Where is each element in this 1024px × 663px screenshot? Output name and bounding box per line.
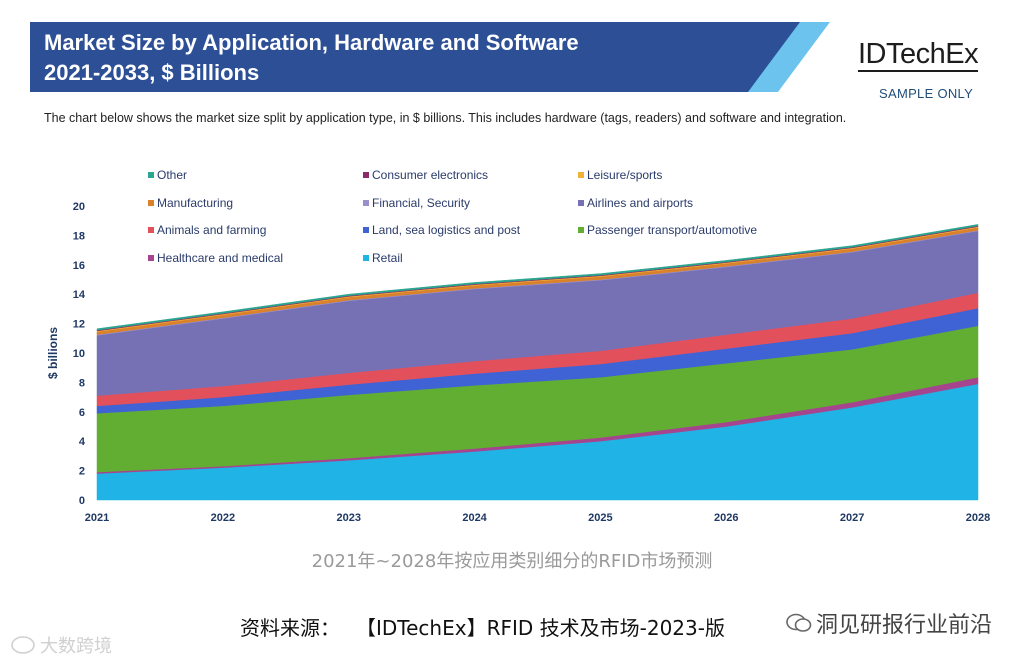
y-tick-label: 14 <box>73 289 86 301</box>
x-tick-label: 2027 <box>840 512 864 524</box>
legend-swatch <box>363 227 369 233</box>
legend-label: Financial, Security <box>372 196 470 210</box>
y-tick-label: 0 <box>79 495 85 507</box>
legend-label: Airlines and airports <box>587 196 693 210</box>
x-tick-label: 2021 <box>85 512 109 524</box>
banner-shape <box>30 22 830 92</box>
x-tick-label: 2028 <box>966 512 990 524</box>
source-label: 资料来源： <box>240 616 340 640</box>
sample-only-label: SAMPLE ONLY <box>879 86 974 101</box>
wechat-icon <box>786 612 812 634</box>
chart-title: Market Size by Application, Hardware and… <box>44 28 579 88</box>
y-tick-label: 8 <box>79 377 85 389</box>
y-tick-label: 18 <box>73 230 85 242</box>
legend-swatch <box>363 200 369 206</box>
legend-swatch <box>148 227 154 233</box>
y-tick-label: 20 <box>73 201 85 213</box>
legend-swatch <box>363 255 369 261</box>
y-tick-label: 4 <box>79 436 86 448</box>
stacked-area-chart: 0 2 4 6 8 10 12 14 16 18 20 2021 2022 2023 2024 2025 202… <box>46 168 990 524</box>
watermark-right: 洞见研报行业前沿 <box>786 607 992 639</box>
x-tick-label: 2022 <box>211 512 235 524</box>
legend-label: Consumer electronics <box>372 168 488 182</box>
y-tick-label: 10 <box>73 348 85 360</box>
chart-title-line1: Market Size by Application, Hardware and… <box>44 30 579 55</box>
watermark-left: 大数跨境 <box>10 632 112 658</box>
y-tick-label: 12 <box>73 319 85 331</box>
legend-label: Healthcare and medical <box>157 251 283 265</box>
x-tick-label: 2026 <box>714 512 738 524</box>
legend-swatch <box>578 172 584 178</box>
y-tick-label: 2 <box>79 466 85 478</box>
idtechex-logo: IDTechEx <box>858 38 979 72</box>
chart-title-line2: 2021-2033, $ Billions <box>44 60 260 85</box>
watermark-logo-icon <box>10 634 36 656</box>
legend-label: Other <box>157 168 187 182</box>
watermark-left-text: 大数跨境 <box>40 636 112 657</box>
legend-label: Animals and farming <box>157 223 266 237</box>
banner-background <box>30 22 800 92</box>
series-area-other <box>96 224 979 331</box>
legend-swatch <box>578 200 584 206</box>
y-axis-label: $ billions <box>46 327 60 379</box>
x-tick-label: 2024 <box>462 512 487 524</box>
legend-swatch <box>363 172 369 178</box>
y-tick-label: 16 <box>73 260 85 272</box>
figure-caption: 2021年~2028年按应用类别细分的RFID市场预测 <box>311 551 713 572</box>
x-tick-label: 2023 <box>336 512 360 524</box>
legend-label: Land, sea logistics and post <box>372 223 521 237</box>
legend-label: Passenger transport/automotive <box>587 223 757 237</box>
legend-label: Leisure/sports <box>587 168 662 182</box>
legend-label: Manufacturing <box>157 196 233 210</box>
title-banner: Market Size by Application, Hardware and… <box>30 22 830 92</box>
y-tick-label: 6 <box>79 407 85 419</box>
legend-swatch <box>148 172 154 178</box>
legend-swatch <box>578 227 584 233</box>
watermark-right-text: 洞见研报行业前沿 <box>815 613 992 638</box>
legend-swatch <box>148 255 154 261</box>
chart-description: The chart below shows the market size sp… <box>44 111 847 125</box>
source-line: 资料来源： 【IDTechEx】RFID 技术及市场-2023-版 <box>240 612 725 641</box>
x-tick-label: 2025 <box>588 512 612 524</box>
source-value: 【IDTechEx】RFID 技术及市场-2023-版 <box>366 616 725 640</box>
legend-swatch <box>148 200 154 206</box>
legend-label: Retail <box>372 251 403 265</box>
